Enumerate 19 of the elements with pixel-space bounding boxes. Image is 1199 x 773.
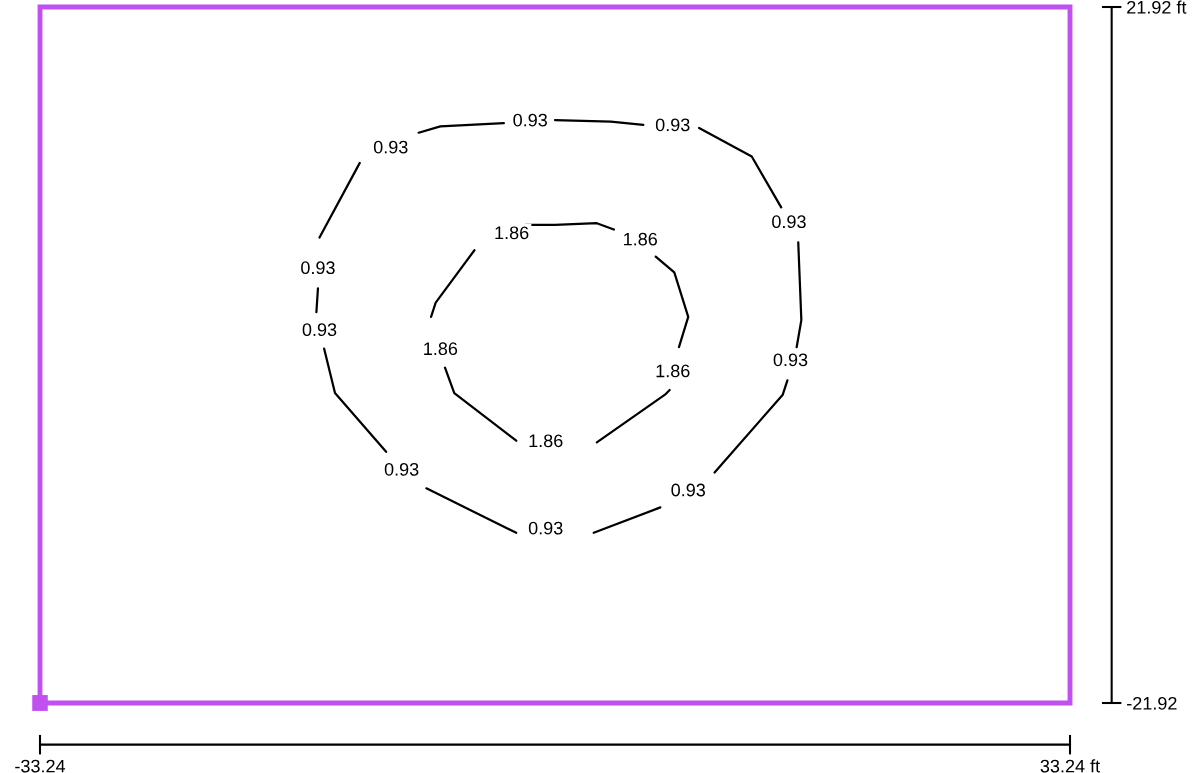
annotation: 1.86	[529, 434, 563, 448]
annotation: 1.86	[495, 226, 529, 240]
annotation: 0.93	[373, 140, 408, 154]
x-tick-label: 33.24 ft	[1040, 759, 1100, 773]
annotation: 0.93	[301, 261, 335, 275]
annotation: 0.93	[528, 521, 563, 535]
annotation: 1.86	[656, 364, 690, 378]
annotation: 1.86	[424, 342, 458, 356]
annotation: 0.93	[655, 118, 690, 132]
annotation: 0.93	[302, 323, 337, 337]
x-tick-label: -33.24	[15, 759, 66, 773]
y-tick-label: 21.92 ft	[1127, 0, 1187, 14]
annotation: 0.93	[513, 113, 547, 127]
y-tick-label: -21.92	[1127, 696, 1177, 710]
annotation: 1.86	[624, 232, 657, 246]
annotation: 0.93	[772, 215, 806, 229]
annotation: 0.93	[773, 353, 808, 367]
annotation: 0.93	[384, 462, 419, 476]
annotation: 0.93	[671, 483, 706, 497]
